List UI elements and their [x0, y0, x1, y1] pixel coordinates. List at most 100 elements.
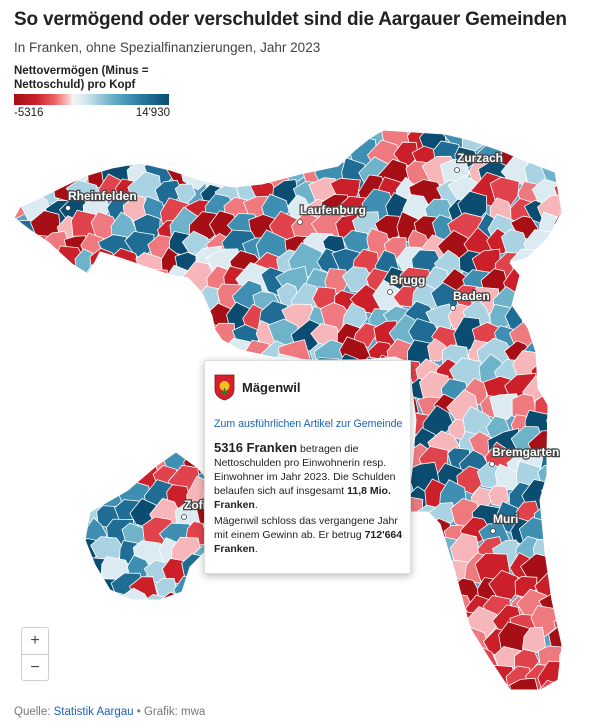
municipality-area[interactable] [121, 446, 153, 472]
municipality-area[interactable] [536, 252, 568, 282]
municipality-area[interactable] [546, 229, 573, 257]
municipality-area[interactable] [0, 533, 23, 568]
municipality-area[interactable] [208, 681, 243, 713]
municipality-area[interactable] [567, 660, 597, 688]
municipality-area[interactable] [435, 645, 467, 677]
municipality-area[interactable] [540, 141, 566, 170]
municipality-area[interactable] [99, 123, 130, 151]
municipality-area[interactable] [568, 304, 599, 335]
municipality-area[interactable] [377, 683, 399, 704]
municipality-area[interactable] [294, 612, 325, 642]
municipality-area[interactable] [89, 426, 123, 458]
municipality-area[interactable] [532, 318, 568, 348]
municipality-area[interactable] [234, 571, 264, 602]
municipality-area[interactable] [14, 357, 41, 387]
municipality-area[interactable] [317, 683, 347, 714]
municipality-area[interactable] [136, 355, 167, 383]
municipality-area[interactable] [395, 572, 426, 603]
municipality-area[interactable] [4, 302, 35, 327]
municipality-area[interactable] [278, 649, 309, 674]
municipality-area[interactable] [311, 610, 337, 640]
municipality-area[interactable] [333, 106, 362, 131]
municipality-area[interactable] [51, 465, 82, 493]
municipality-area[interactable] [304, 629, 338, 657]
municipality-area[interactable] [390, 643, 426, 675]
municipality-area[interactable] [0, 649, 23, 680]
municipality-area[interactable] [118, 317, 151, 353]
municipality-area[interactable] [422, 559, 453, 586]
municipality-area[interactable] [5, 415, 29, 437]
municipality-area[interactable] [205, 661, 241, 692]
municipality-area[interactable] [369, 606, 398, 633]
municipality-area[interactable] [168, 335, 195, 366]
municipality-area[interactable] [171, 134, 207, 170]
municipality-area[interactable] [38, 577, 63, 604]
municipality-area[interactable] [95, 142, 119, 168]
municipality-area[interactable] [96, 289, 126, 314]
municipality-area[interactable] [30, 251, 58, 277]
municipality-area[interactable] [0, 228, 26, 258]
municipality-area[interactable] [533, 286, 561, 309]
municipality-area[interactable] [200, 338, 229, 362]
municipality-area[interactable] [111, 282, 141, 313]
municipality-area[interactable] [44, 446, 72, 474]
municipality-area[interactable] [68, 607, 103, 640]
municipality-area[interactable] [100, 300, 136, 334]
municipality-area[interactable] [0, 393, 25, 423]
municipality-area[interactable] [428, 605, 462, 636]
municipality-area[interactable] [44, 412, 74, 444]
municipality-area[interactable] [552, 249, 585, 283]
municipality-area[interactable] [64, 483, 92, 514]
municipality-area[interactable] [196, 608, 222, 633]
municipality-area[interactable] [37, 484, 70, 514]
municipality-area[interactable] [4, 268, 35, 298]
municipality-area[interactable] [55, 141, 78, 170]
municipality-area[interactable] [295, 645, 320, 672]
popup-article-link[interactable]: Zum ausführlichen Artikel zur Gemeinde [214, 418, 403, 430]
municipality-area[interactable] [64, 378, 89, 405]
municipality-area[interactable] [430, 109, 460, 134]
municipality-area[interactable] [227, 139, 265, 173]
municipality-area[interactable] [68, 429, 98, 461]
municipality-area[interactable] [161, 303, 191, 336]
municipality-area[interactable] [547, 397, 582, 429]
municipality-area[interactable] [20, 592, 57, 623]
municipality-area[interactable] [286, 127, 319, 155]
municipality-area[interactable] [427, 666, 455, 692]
municipality-area[interactable] [9, 592, 31, 618]
municipality-area[interactable] [548, 341, 574, 367]
municipality-area[interactable] [244, 629, 272, 655]
municipality-area[interactable] [84, 124, 113, 150]
municipality-area[interactable] [50, 341, 78, 366]
municipality-area[interactable] [34, 393, 61, 424]
municipality-area[interactable] [21, 445, 49, 481]
municipality-area[interactable] [259, 119, 292, 151]
municipality-area[interactable] [383, 631, 404, 657]
municipality-area[interactable] [123, 300, 157, 334]
municipality-area[interactable] [45, 303, 77, 332]
municipality-area[interactable] [151, 411, 174, 437]
municipality-area[interactable] [559, 121, 588, 151]
municipality-area[interactable] [141, 126, 168, 154]
municipality-area[interactable] [548, 302, 574, 330]
municipality-area[interactable] [326, 591, 352, 616]
municipality-area[interactable] [105, 408, 132, 439]
municipality-area[interactable] [187, 626, 216, 657]
municipality-area[interactable] [155, 357, 183, 390]
municipality-area[interactable] [0, 499, 22, 531]
municipality-area[interactable] [442, 660, 469, 690]
municipality-area[interactable] [466, 680, 502, 705]
municipality-area[interactable] [74, 577, 100, 604]
municipality-area[interactable] [91, 679, 125, 708]
municipality-area[interactable] [7, 244, 43, 277]
municipality-area[interactable] [317, 124, 352, 155]
municipality-area[interactable] [50, 354, 86, 394]
municipality-area[interactable] [322, 664, 354, 692]
municipality-area[interactable] [104, 353, 144, 386]
municipality-area[interactable] [9, 162, 35, 191]
municipality-area[interactable] [94, 462, 124, 497]
municipality-area[interactable] [419, 624, 453, 660]
municipality-area[interactable] [367, 665, 395, 693]
municipality-area[interactable] [551, 355, 579, 391]
municipality-area[interactable] [41, 585, 75, 617]
